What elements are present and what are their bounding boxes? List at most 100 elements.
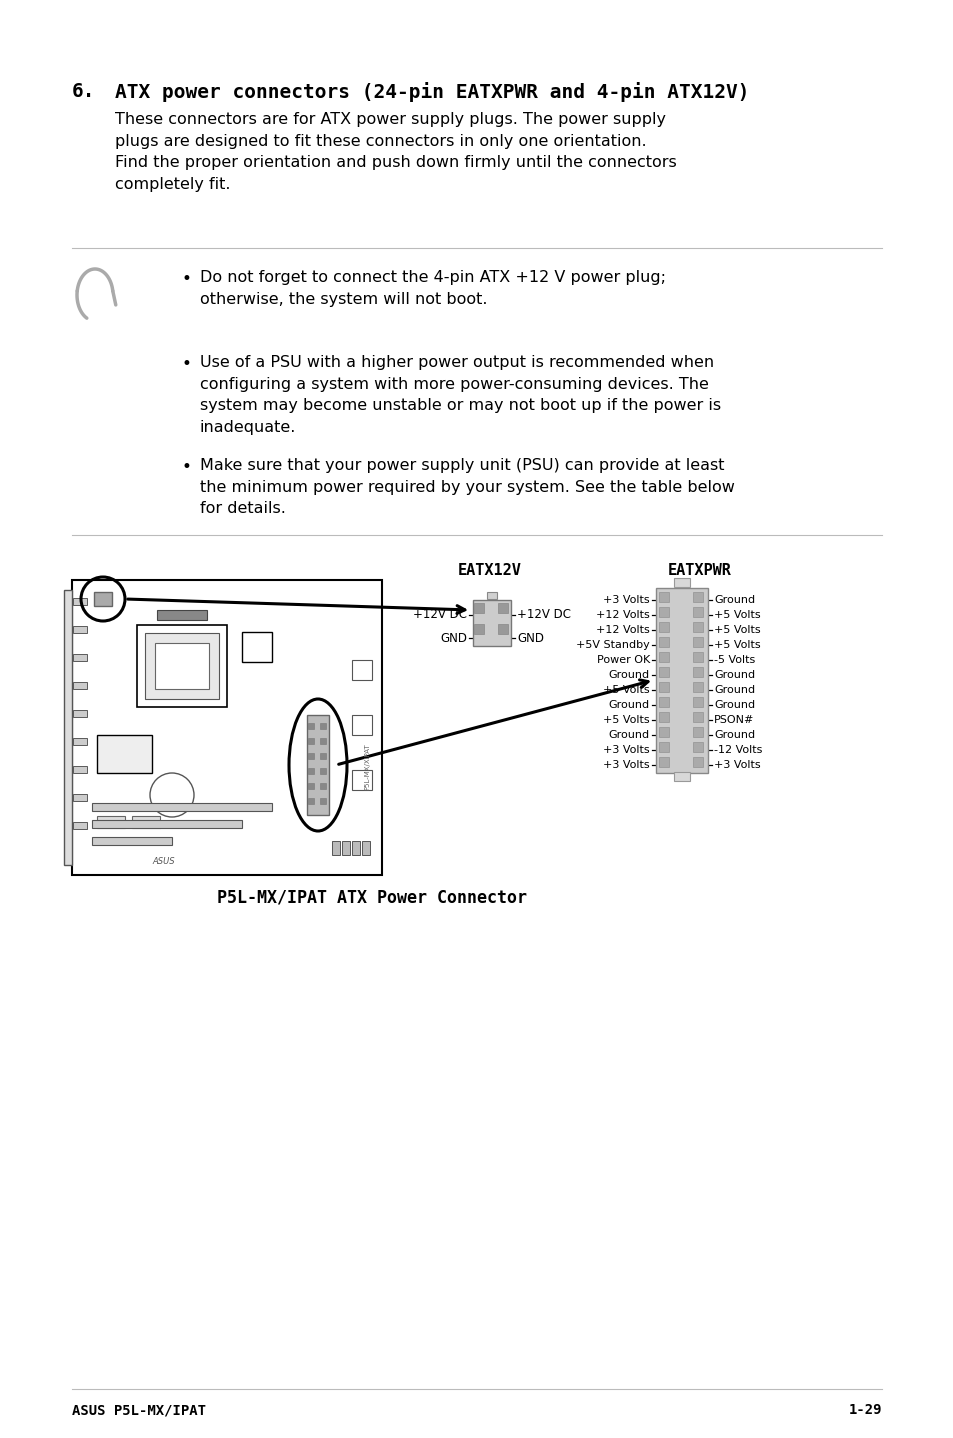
Bar	[319, 738, 326, 743]
Bar	[91, 837, 172, 846]
Bar	[497, 603, 507, 613]
Text: Ground: Ground	[713, 684, 755, 695]
Bar	[673, 772, 689, 781]
Bar	[692, 756, 702, 766]
Bar	[73, 794, 87, 801]
Bar	[659, 712, 668, 722]
Bar	[659, 651, 668, 661]
Bar	[692, 742, 702, 752]
Text: +5V Standby: +5V Standby	[576, 640, 649, 650]
Text: +12 Volts: +12 Volts	[596, 626, 649, 636]
Text: +12V DC: +12V DC	[517, 608, 571, 621]
Text: +3 Volts: +3 Volts	[713, 761, 760, 769]
Bar	[497, 624, 507, 634]
Text: Ground: Ground	[608, 700, 649, 710]
Bar	[692, 637, 702, 647]
Bar	[97, 735, 152, 774]
Text: PSON#: PSON#	[713, 715, 754, 725]
Bar	[352, 660, 372, 680]
Text: GND: GND	[517, 631, 543, 644]
Bar	[659, 607, 668, 617]
Bar	[659, 623, 668, 631]
Bar	[73, 766, 87, 774]
Text: ATX power connectors (24-pin EATXPWR and 4-pin ATX12V): ATX power connectors (24-pin EATXPWR and…	[115, 82, 749, 102]
Text: Ground: Ground	[713, 595, 755, 605]
Bar	[692, 667, 702, 677]
Bar	[319, 798, 326, 804]
Text: P5L-MX/XIPAT: P5L-MX/XIPAT	[364, 743, 370, 791]
Bar	[692, 623, 702, 631]
Text: +12 Volts: +12 Volts	[596, 610, 649, 620]
Text: +5 Volts: +5 Volts	[602, 684, 649, 695]
Bar	[486, 592, 497, 600]
Text: +5 Volts: +5 Volts	[713, 640, 760, 650]
Bar	[673, 578, 689, 587]
Text: +3 Volts: +3 Volts	[602, 745, 649, 755]
Bar	[692, 728, 702, 738]
Bar	[361, 841, 370, 856]
Bar	[157, 610, 207, 620]
Bar	[659, 637, 668, 647]
Text: +3 Volts: +3 Volts	[602, 595, 649, 605]
Bar	[73, 823, 87, 828]
Circle shape	[150, 774, 193, 817]
Bar	[308, 723, 314, 729]
Text: GND: GND	[439, 631, 467, 644]
Bar	[352, 769, 372, 789]
Bar	[692, 682, 702, 692]
Bar	[659, 756, 668, 766]
Bar	[73, 626, 87, 633]
Bar	[91, 802, 272, 811]
Bar	[659, 667, 668, 677]
Bar	[319, 768, 326, 774]
Bar	[659, 728, 668, 738]
Bar	[308, 768, 314, 774]
Text: EATX12V: EATX12V	[457, 564, 521, 578]
Text: Ground: Ground	[608, 670, 649, 680]
Bar	[73, 738, 87, 745]
Bar	[73, 654, 87, 661]
Text: These connectors are for ATX power supply plugs. The power supply
plugs are desi: These connectors are for ATX power suppl…	[115, 112, 676, 191]
Text: +5 Volts: +5 Volts	[602, 715, 649, 725]
Bar	[656, 588, 707, 774]
Bar	[473, 600, 511, 646]
Bar	[73, 682, 87, 689]
Text: +12V DC: +12V DC	[413, 608, 467, 621]
Bar	[659, 697, 668, 707]
Bar	[64, 590, 71, 866]
Text: P5L-MX/IPAT ATX Power Connector: P5L-MX/IPAT ATX Power Connector	[216, 889, 526, 906]
Bar	[73, 598, 87, 605]
Bar	[659, 742, 668, 752]
Text: Ground: Ground	[608, 731, 649, 741]
Text: +3 Volts: +3 Volts	[602, 761, 649, 769]
Text: Ground: Ground	[713, 700, 755, 710]
Bar	[659, 682, 668, 692]
Bar	[332, 841, 339, 856]
Text: +5 Volts: +5 Volts	[713, 610, 760, 620]
Text: -5 Volts: -5 Volts	[713, 654, 755, 664]
Bar	[341, 841, 350, 856]
Bar	[352, 841, 359, 856]
Bar	[474, 624, 483, 634]
Text: EATXPWR: EATXPWR	[667, 564, 731, 578]
Bar	[145, 633, 219, 699]
Bar	[308, 798, 314, 804]
Text: -12 Volts: -12 Volts	[713, 745, 761, 755]
Bar	[73, 710, 87, 718]
Bar	[319, 723, 326, 729]
Bar	[91, 820, 242, 828]
Bar	[307, 715, 329, 815]
Text: ASUS P5L-MX/IPAT: ASUS P5L-MX/IPAT	[71, 1403, 206, 1416]
Bar	[474, 603, 483, 613]
Bar	[692, 592, 702, 603]
Text: •: •	[182, 457, 192, 476]
Bar	[352, 715, 372, 735]
Bar	[154, 643, 209, 689]
Bar	[692, 697, 702, 707]
Text: Power OK: Power OK	[597, 654, 649, 664]
Bar	[308, 754, 314, 759]
Bar	[692, 712, 702, 722]
Text: Do not forget to connect the 4-pin ATX +12 V power plug;
otherwise, the system w: Do not forget to connect the 4-pin ATX +…	[200, 270, 665, 306]
Text: 1-29: 1-29	[847, 1403, 882, 1416]
Text: •: •	[182, 355, 192, 372]
